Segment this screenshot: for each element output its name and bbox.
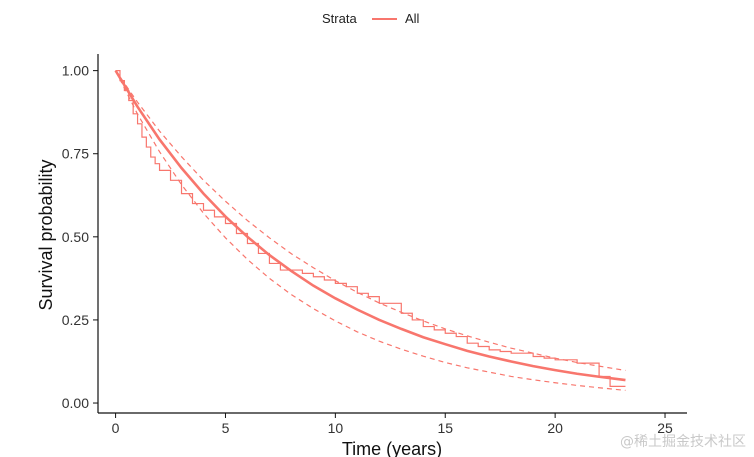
y-tick-label: 0.50	[62, 229, 89, 245]
x-ticks: 0 5 10 15 20 25	[112, 413, 673, 436]
x-tick-label: 15	[437, 420, 453, 436]
x-tick-label: 5	[222, 420, 230, 436]
series-parametric-ci-upper	[115, 70, 626, 372]
x-tick-label: 20	[547, 420, 563, 436]
watermark: @稀土掘金技术社区	[620, 434, 746, 450]
y-tick-label: 0.75	[62, 146, 89, 162]
x-axis-title: Time (years)	[342, 439, 442, 457]
x-tick-label: 25	[657, 420, 673, 436]
y-ticks: 0.00 0.25 0.50 0.75 1.00	[62, 63, 98, 411]
x-tick-label: 10	[328, 420, 344, 436]
series-parametric-fit	[114, 69, 626, 382]
legend-title: Strata	[322, 11, 357, 26]
legend-label-all: All	[405, 11, 420, 26]
series-kaplan-meier-step	[115, 70, 626, 388]
y-tick-label: 1.00	[62, 63, 89, 79]
plot-area	[114, 69, 626, 391]
x-tick-label: 0	[112, 420, 120, 436]
axes: 0 5 10 15 20 25 0.00 0.25 0.50 0.75 1.00	[62, 54, 687, 436]
legend: Strata All	[322, 11, 420, 26]
y-tick-label: 0.25	[62, 312, 89, 328]
y-tick-label: 0.00	[62, 395, 89, 411]
series-parametric-ci-lower	[115, 70, 626, 391]
y-axis-title: Survival probability	[36, 159, 56, 310]
